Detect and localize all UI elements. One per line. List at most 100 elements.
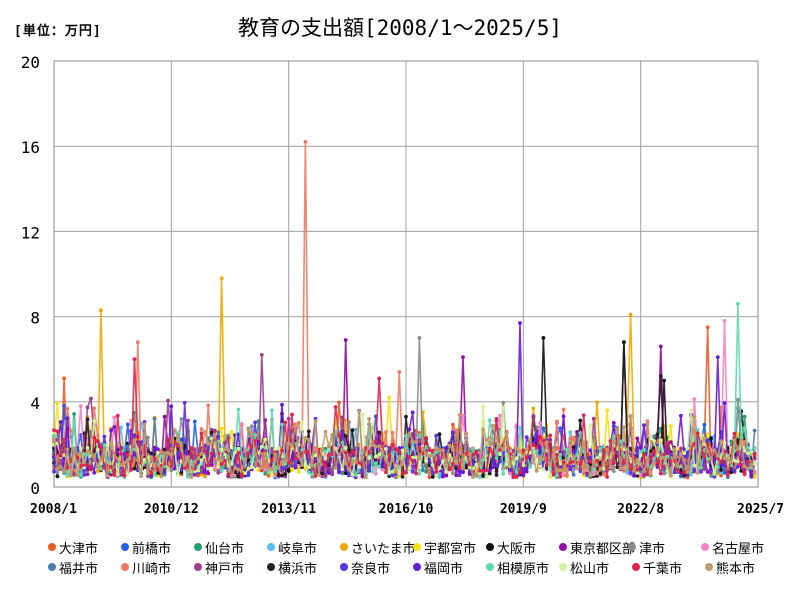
data-point bbox=[561, 468, 566, 473]
data-point bbox=[471, 447, 475, 452]
data-point bbox=[504, 431, 509, 435]
data-point bbox=[384, 446, 388, 451]
data-point bbox=[648, 433, 653, 438]
data-point bbox=[78, 446, 83, 451]
data-point bbox=[373, 454, 378, 459]
data-point bbox=[709, 470, 713, 475]
x-tick-label: 2010/12 bbox=[144, 502, 199, 517]
data-point bbox=[571, 445, 576, 450]
data-point bbox=[367, 416, 371, 421]
data-point bbox=[736, 432, 740, 436]
data-point bbox=[189, 446, 194, 450]
data-point bbox=[102, 466, 107, 470]
series-熊本市 bbox=[52, 409, 757, 480]
data-point bbox=[273, 469, 278, 473]
data-point bbox=[722, 456, 727, 461]
data-point bbox=[719, 463, 723, 467]
data-point bbox=[518, 426, 522, 430]
data-point bbox=[695, 431, 700, 436]
data-point bbox=[719, 460, 723, 464]
data-point bbox=[682, 470, 687, 475]
data-point bbox=[303, 467, 308, 471]
data-point bbox=[253, 433, 257, 438]
data-point bbox=[82, 452, 87, 457]
data-point bbox=[558, 452, 563, 457]
data-point bbox=[742, 426, 747, 430]
data-point bbox=[343, 467, 348, 472]
data-point bbox=[518, 470, 522, 475]
legend-marker bbox=[267, 563, 275, 571]
data-point bbox=[508, 471, 512, 476]
data-point bbox=[166, 451, 170, 456]
data-point bbox=[591, 416, 596, 421]
data-point bbox=[722, 463, 727, 468]
data-point bbox=[427, 475, 432, 480]
data-point bbox=[511, 461, 516, 466]
data-point bbox=[695, 471, 700, 475]
y-tick-label: 4 bbox=[30, 394, 40, 413]
data-point bbox=[534, 432, 539, 437]
data-point bbox=[427, 448, 432, 452]
data-point bbox=[628, 312, 633, 317]
data-point bbox=[199, 427, 204, 431]
data-point bbox=[384, 457, 388, 462]
legend-label: 宇都宮市 bbox=[424, 541, 477, 557]
data-point bbox=[578, 418, 583, 423]
data-point bbox=[635, 473, 640, 478]
data-point bbox=[652, 439, 656, 443]
data-point bbox=[219, 462, 224, 467]
data-point bbox=[736, 459, 740, 464]
data-point bbox=[146, 471, 150, 475]
legend-label: 千葉市 bbox=[643, 561, 683, 577]
data-point bbox=[377, 465, 382, 469]
data-point bbox=[380, 441, 385, 446]
data-point bbox=[568, 430, 573, 434]
data-point bbox=[270, 467, 274, 472]
data-point bbox=[608, 465, 613, 470]
data-point bbox=[323, 473, 328, 478]
data-point bbox=[471, 475, 475, 479]
data-point bbox=[219, 458, 224, 463]
data-point bbox=[182, 443, 187, 448]
data-point bbox=[561, 460, 566, 465]
data-point bbox=[92, 435, 97, 440]
legend-label: 川崎市 bbox=[132, 561, 172, 577]
data-point bbox=[521, 473, 526, 478]
data-point bbox=[481, 404, 485, 409]
data-point bbox=[454, 428, 459, 433]
data-point bbox=[417, 472, 422, 476]
data-point bbox=[347, 473, 351, 478]
data-point bbox=[343, 450, 348, 455]
data-point bbox=[280, 422, 284, 427]
legend-marker bbox=[48, 543, 56, 551]
data-point bbox=[280, 466, 284, 470]
data-point bbox=[65, 473, 70, 478]
legend-marker bbox=[701, 543, 709, 551]
data-point bbox=[581, 413, 586, 418]
data-point bbox=[457, 469, 462, 474]
data-point bbox=[622, 425, 626, 430]
data-point bbox=[481, 469, 485, 474]
data-point bbox=[611, 461, 616, 465]
data-point bbox=[538, 455, 542, 459]
data-point bbox=[390, 451, 395, 456]
data-point bbox=[340, 430, 345, 435]
data-point bbox=[109, 464, 113, 469]
data-point bbox=[477, 475, 482, 479]
data-point bbox=[447, 443, 452, 448]
legend-marker bbox=[340, 543, 348, 551]
data-point bbox=[72, 472, 76, 477]
data-point bbox=[467, 472, 472, 476]
data-point bbox=[213, 433, 217, 437]
data-point bbox=[125, 444, 130, 449]
data-point bbox=[263, 437, 268, 442]
data-point bbox=[246, 427, 251, 432]
data-point bbox=[638, 473, 643, 478]
data-point bbox=[156, 468, 160, 472]
data-point bbox=[514, 446, 519, 450]
data-point bbox=[662, 468, 666, 473]
data-point bbox=[705, 432, 710, 437]
data-point bbox=[725, 457, 730, 462]
data-point bbox=[668, 440, 673, 444]
data-point bbox=[508, 461, 512, 466]
